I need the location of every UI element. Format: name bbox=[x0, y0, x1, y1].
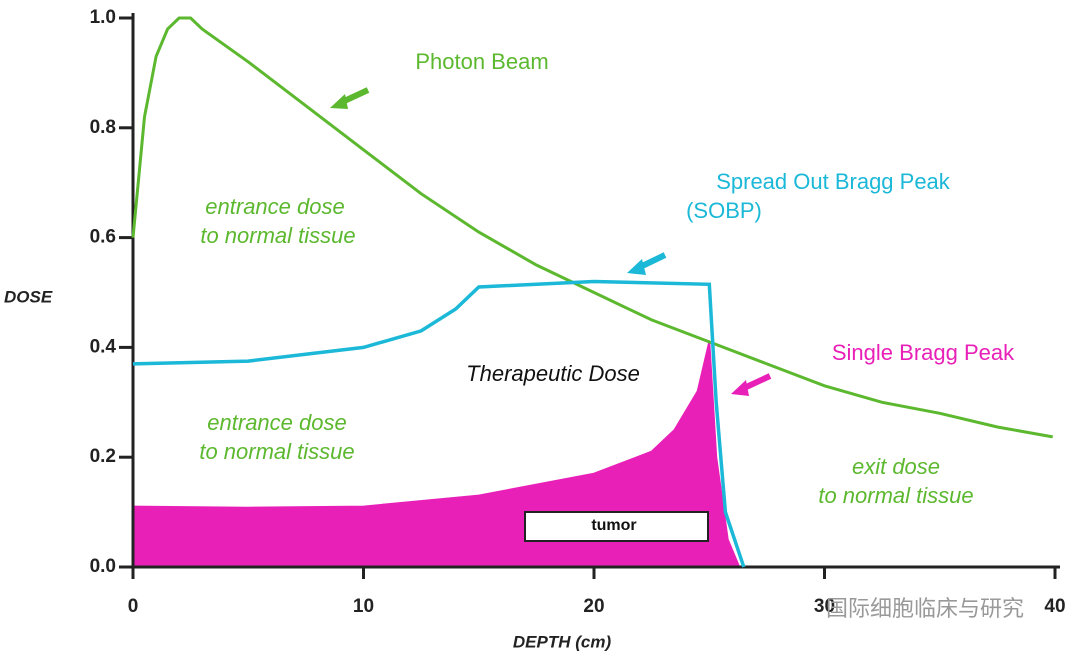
annotation: 国际细胞临床与研究 bbox=[826, 596, 1024, 621]
annotation: exit dose bbox=[852, 454, 940, 479]
y-tick-label: 0.8 bbox=[90, 117, 116, 138]
tumor-box bbox=[524, 511, 709, 542]
x-tick-label: 30 bbox=[814, 596, 835, 617]
arrow-head bbox=[627, 259, 646, 275]
annotation: entrance dose bbox=[207, 410, 346, 435]
y-tick-label: 0.6 bbox=[90, 227, 116, 248]
x-tick-label: 10 bbox=[353, 596, 374, 617]
x-tick-label: 40 bbox=[1044, 596, 1065, 617]
series-label: Single Bragg Peak bbox=[832, 340, 1015, 365]
annotation: to normal tissue bbox=[200, 223, 355, 248]
arrow-head bbox=[731, 380, 749, 396]
x-tick-label: 0 bbox=[128, 596, 139, 617]
annotation: Therapeutic Dose bbox=[466, 361, 640, 386]
arrow-head bbox=[330, 94, 348, 109]
y-axis-label: DOSE bbox=[4, 287, 53, 306]
y-tick-label: 0.0 bbox=[90, 556, 116, 577]
annotation: tumor bbox=[591, 517, 636, 534]
series-label: Spread Out Bragg Peak bbox=[716, 169, 951, 194]
series-line bbox=[131, 16, 1053, 439]
x-axis-label: DEPTH (cm) bbox=[513, 632, 612, 651]
annotation: (SOBP) bbox=[686, 198, 762, 223]
annotation: entrance dose bbox=[205, 194, 344, 219]
annotation: to normal tissue bbox=[818, 483, 973, 508]
series-line bbox=[132, 279, 746, 568]
annotation: to normal tissue bbox=[199, 439, 354, 464]
y-tick-label: 0.4 bbox=[90, 336, 117, 357]
x-tick-label: 20 bbox=[583, 596, 604, 617]
y-tick-label: 0.2 bbox=[90, 446, 116, 467]
series-label: Photon Beam bbox=[415, 49, 548, 74]
y-tick-label: 1.0 bbox=[90, 7, 116, 28]
